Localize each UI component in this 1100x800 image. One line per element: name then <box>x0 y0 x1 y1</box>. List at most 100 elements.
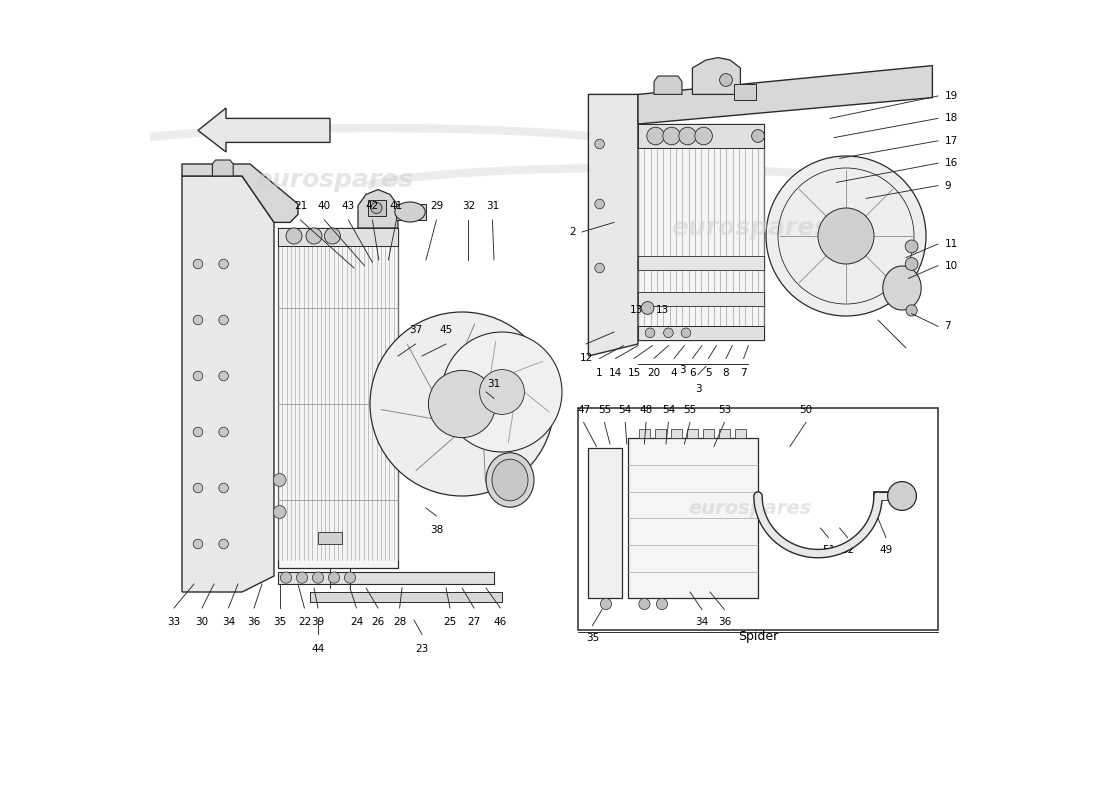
Polygon shape <box>358 190 398 228</box>
Text: 52: 52 <box>842 545 855 554</box>
Circle shape <box>371 202 382 214</box>
Text: 39: 39 <box>311 618 324 627</box>
Circle shape <box>663 328 673 338</box>
Circle shape <box>296 572 308 583</box>
Polygon shape <box>638 326 764 340</box>
Text: 13: 13 <box>656 306 669 315</box>
Circle shape <box>480 370 525 414</box>
Text: 32: 32 <box>462 201 475 210</box>
Text: eurospares: eurospares <box>255 168 414 192</box>
Polygon shape <box>638 124 764 340</box>
Text: 35: 35 <box>586 633 600 642</box>
Text: 50: 50 <box>800 406 813 415</box>
Text: 48: 48 <box>639 406 652 415</box>
Text: 1: 1 <box>596 368 603 378</box>
Circle shape <box>595 263 604 273</box>
Circle shape <box>194 259 202 269</box>
Circle shape <box>219 259 229 269</box>
Polygon shape <box>671 429 682 438</box>
Text: 42: 42 <box>366 201 379 210</box>
Polygon shape <box>718 429 730 438</box>
Text: 3: 3 <box>695 384 702 394</box>
Polygon shape <box>692 58 740 94</box>
Circle shape <box>273 506 286 518</box>
Circle shape <box>679 127 696 145</box>
Polygon shape <box>278 228 398 568</box>
Text: 23: 23 <box>416 644 429 654</box>
Polygon shape <box>638 292 764 306</box>
Text: Spider: Spider <box>738 630 778 643</box>
Circle shape <box>219 371 229 381</box>
Polygon shape <box>638 66 933 124</box>
Text: 12: 12 <box>580 354 593 363</box>
Text: 2: 2 <box>569 227 575 237</box>
Circle shape <box>273 474 286 486</box>
Text: 19: 19 <box>945 91 958 101</box>
Circle shape <box>194 483 202 493</box>
Ellipse shape <box>492 459 528 501</box>
Circle shape <box>719 74 733 86</box>
Circle shape <box>428 370 496 438</box>
Text: eurospares: eurospares <box>689 498 812 518</box>
Text: 43: 43 <box>342 201 355 210</box>
Text: 27: 27 <box>468 618 481 627</box>
Text: 24: 24 <box>350 618 363 627</box>
Text: 34: 34 <box>695 617 708 626</box>
Text: 54: 54 <box>618 406 631 415</box>
Ellipse shape <box>486 453 534 507</box>
Polygon shape <box>734 84 757 100</box>
Polygon shape <box>588 448 621 598</box>
Text: 26: 26 <box>372 618 385 627</box>
Polygon shape <box>182 164 298 222</box>
Text: 25: 25 <box>443 618 456 627</box>
Circle shape <box>646 328 654 338</box>
Ellipse shape <box>883 266 921 310</box>
Polygon shape <box>396 204 426 220</box>
Circle shape <box>219 483 229 493</box>
Circle shape <box>641 302 654 314</box>
Text: 31: 31 <box>487 379 500 389</box>
Text: 21: 21 <box>294 201 307 210</box>
Polygon shape <box>310 592 502 602</box>
Circle shape <box>695 127 713 145</box>
Circle shape <box>766 156 926 316</box>
Circle shape <box>888 482 916 510</box>
Text: 28: 28 <box>393 618 406 627</box>
Circle shape <box>194 539 202 549</box>
Text: 30: 30 <box>196 618 209 627</box>
Text: 38: 38 <box>430 526 443 535</box>
Polygon shape <box>628 438 758 598</box>
Text: 8: 8 <box>723 368 729 378</box>
Text: 55: 55 <box>597 406 611 415</box>
Circle shape <box>286 228 302 244</box>
Text: 22: 22 <box>298 618 311 627</box>
Circle shape <box>681 328 691 338</box>
Polygon shape <box>735 429 746 438</box>
Text: 40: 40 <box>318 201 331 210</box>
Text: eurospares: eurospares <box>671 216 829 240</box>
Text: 9: 9 <box>945 181 952 190</box>
Polygon shape <box>638 124 764 148</box>
Polygon shape <box>638 256 764 270</box>
Polygon shape <box>318 532 342 544</box>
Text: 4: 4 <box>671 368 678 378</box>
Circle shape <box>818 208 874 264</box>
Text: 11: 11 <box>945 239 958 249</box>
Polygon shape <box>588 94 638 356</box>
Text: 15: 15 <box>627 368 640 378</box>
Text: 49: 49 <box>879 545 892 554</box>
Polygon shape <box>654 429 666 438</box>
Circle shape <box>306 228 322 244</box>
Text: 41: 41 <box>389 201 403 210</box>
Circle shape <box>905 240 918 253</box>
Text: 29: 29 <box>430 201 443 210</box>
Circle shape <box>370 312 554 496</box>
Polygon shape <box>703 429 714 438</box>
Text: 17: 17 <box>945 136 958 146</box>
Circle shape <box>280 572 292 583</box>
Text: 5: 5 <box>705 368 712 378</box>
Circle shape <box>219 427 229 437</box>
Circle shape <box>194 427 202 437</box>
Circle shape <box>219 539 229 549</box>
Text: 33: 33 <box>167 618 180 627</box>
